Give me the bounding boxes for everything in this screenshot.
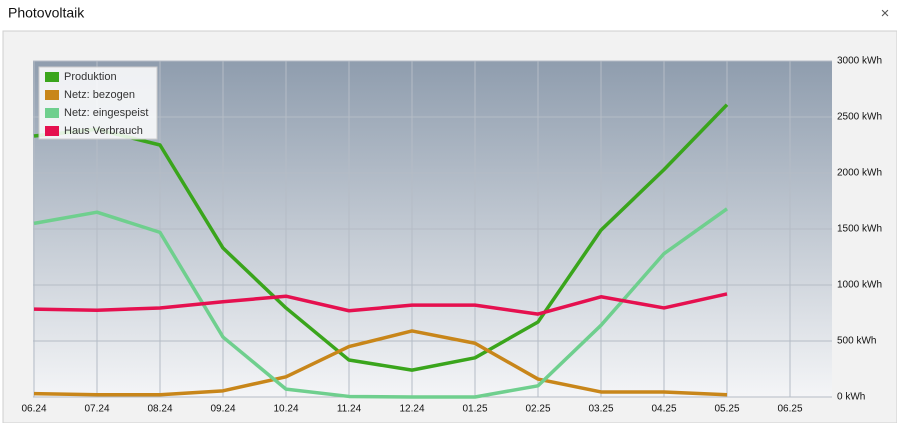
x-tick-label: 10.24 xyxy=(273,404,298,415)
x-tick-label: 08.24 xyxy=(147,404,172,415)
y-tick-label: 1000 kWh xyxy=(837,280,882,291)
x-tick-label: 06.25 xyxy=(777,404,802,415)
series-line xyxy=(33,292,728,316)
x-tick-label: 03.25 xyxy=(588,404,613,415)
y-tick-label: 2500 kWh xyxy=(837,112,882,123)
window-title: Photovoltaik xyxy=(8,5,85,21)
x-tick-label: 06.24 xyxy=(21,404,46,415)
legend-label: Haus Verbrauch xyxy=(64,125,143,137)
x-tick-label: 02.25 xyxy=(525,404,550,415)
legend-swatch xyxy=(45,72,59,82)
legend-swatch xyxy=(45,108,59,118)
x-tick-label: 12.24 xyxy=(399,404,424,415)
legend: Produktion Netz: bezogen Netz: eingespeist… xyxy=(38,66,158,140)
x-tick-label: 05.25 xyxy=(714,404,739,415)
series-line xyxy=(33,207,729,399)
y-tick-label: 0 kWh xyxy=(837,392,865,403)
y-tick-label: 500 kWh xyxy=(837,336,876,347)
legend-label: Netz: bezogen xyxy=(64,89,135,101)
x-tick-label: 07.24 xyxy=(84,404,109,415)
y-tick-label: 3000 kWh xyxy=(837,56,882,67)
y-tick-label: 1500 kWh xyxy=(837,224,882,235)
legend-label: Netz: eingespeist xyxy=(64,107,148,119)
legend-swatch xyxy=(45,90,59,100)
title-bar xyxy=(0,0,897,30)
series-line xyxy=(33,329,728,397)
y-tick-label: 2000 kWh xyxy=(837,168,882,179)
series-line xyxy=(33,103,729,372)
legend-label: Produktion xyxy=(64,71,117,83)
x-tick-label: 01.25 xyxy=(462,404,487,415)
close-button[interactable]: × xyxy=(881,5,890,22)
x-tick-label: 11.24 xyxy=(337,404,362,415)
legend-swatch xyxy=(45,126,59,136)
x-tick-label: 09.24 xyxy=(210,404,235,415)
x-tick-label: 04.25 xyxy=(651,404,676,415)
